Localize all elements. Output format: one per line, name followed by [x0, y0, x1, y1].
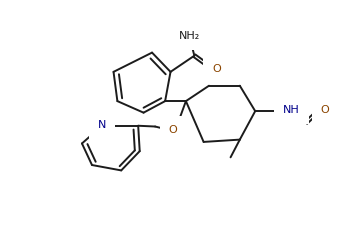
Text: NH₂: NH₂	[179, 31, 200, 41]
Text: N: N	[98, 120, 106, 130]
Text: O: O	[321, 105, 330, 115]
Text: O: O	[168, 125, 177, 135]
Text: O: O	[212, 64, 221, 74]
Text: NH: NH	[283, 105, 300, 115]
